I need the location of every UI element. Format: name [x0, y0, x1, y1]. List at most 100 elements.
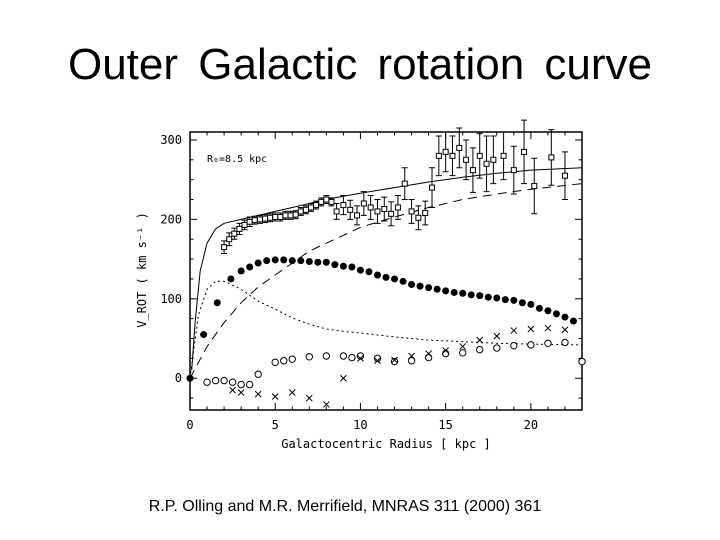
y-tick-label: 100 [160, 292, 182, 306]
disk-star-point [561, 313, 569, 321]
disk-star-point [450, 288, 458, 296]
gas-cross-point [237, 389, 245, 396]
disk-star-point [348, 263, 356, 271]
observed-point [251, 217, 258, 224]
disk-star-point [391, 275, 399, 283]
plot-frame [189, 131, 583, 411]
disk-star-point [271, 256, 279, 264]
gas-circle-point [544, 339, 552, 347]
disk-star-point [254, 259, 262, 267]
observed-point [521, 148, 528, 155]
observed-point [456, 144, 463, 151]
gas-cross-point [510, 327, 518, 334]
y-axis-label: V_ROT ( km s⁻¹ ) [135, 212, 149, 328]
disk-star-point [227, 275, 235, 283]
observed-point [297, 208, 304, 215]
gas-circle-point [373, 354, 382, 363]
gas-cross-point [527, 325, 535, 333]
gas-cross-point [254, 390, 262, 398]
solar-radius-annotation: R₀=8.5 kpc [207, 154, 267, 165]
model-curves [189, 167, 583, 379]
observed-point [463, 156, 470, 163]
gas-circle-point [510, 341, 518, 350]
observed-point [277, 213, 284, 220]
observed-point [394, 204, 401, 211]
y-tick-label: 200 [160, 212, 182, 226]
gas-cross-point [459, 343, 467, 350]
gas-cross-point [476, 336, 484, 344]
observed-point [561, 172, 568, 179]
observed-point [340, 202, 347, 209]
gas-circle-point [305, 353, 314, 361]
observed-point [483, 160, 490, 167]
observed-point [308, 204, 315, 211]
observed-point [500, 152, 507, 159]
observed-point [272, 213, 279, 220]
disk-star-point [246, 263, 254, 271]
observed-point [256, 216, 263, 223]
gas-cross-point [229, 386, 236, 394]
disk-star-point [569, 317, 577, 325]
observed-point [347, 206, 354, 213]
observed-point [449, 152, 456, 159]
x-tick-label: 15 [438, 418, 452, 432]
disk-star-point [544, 307, 552, 315]
disk-star-point [314, 258, 322, 266]
gas-cross-point [391, 356, 398, 364]
disk-star-point [552, 310, 560, 318]
disk-star-point [297, 257, 305, 265]
observed-point [381, 206, 388, 213]
observed-point [267, 214, 274, 221]
observed-point [435, 152, 442, 159]
disk-star-point [382, 273, 390, 281]
disk-star-point [425, 284, 433, 292]
citation: R.P. Olling and M.R. Merrifield, MNRAS 3… [148, 498, 542, 515]
gas-circle-point [228, 378, 237, 386]
gas-cross-point [493, 332, 501, 340]
gas-cross-point [408, 352, 415, 360]
observed-point [388, 210, 395, 217]
gas-circle-point [441, 349, 450, 358]
disk-star-point [263, 257, 271, 265]
gas-cross-point [288, 389, 296, 396]
observed-point [360, 200, 367, 207]
gas-circle-point [339, 352, 348, 360]
gas-circle-point [220, 376, 228, 385]
disk-star-point [213, 299, 221, 307]
bulge-model-line [189, 280, 583, 379]
gas-circle-point [561, 338, 569, 347]
disk-star-point [373, 271, 381, 279]
observed-point [510, 167, 517, 174]
gas-circle-point [527, 341, 535, 349]
gas-circle-point [288, 355, 296, 363]
observed-point [354, 212, 361, 219]
observed-point [236, 225, 243, 232]
gas-cross-point [561, 326, 569, 334]
observed-point [226, 236, 233, 243]
observed-point [287, 212, 294, 219]
observed-point [548, 154, 555, 161]
disk-star-point [280, 256, 288, 264]
observed-point [302, 206, 309, 213]
gas-cross-point [305, 394, 313, 402]
x-tick-label: 0 [186, 418, 193, 432]
observed-point [401, 180, 408, 187]
observed-point [442, 148, 449, 155]
disk-star-point [186, 374, 194, 382]
disk-star-point [467, 291, 475, 299]
gas-cross-point [271, 393, 279, 400]
gas-circle-point [237, 380, 245, 389]
gas-cross-point [374, 357, 381, 365]
gas-cross-point [322, 401, 330, 408]
x-tick-label: 20 [524, 418, 538, 432]
gas-circle-point [245, 380, 254, 389]
observed-point [429, 184, 436, 191]
slide-title: Outer Galactic rotation curve [67, 40, 652, 89]
disk-star-point [408, 281, 416, 289]
gas-circle-point [476, 345, 484, 354]
disk-star-point [305, 257, 313, 265]
gas-circle-point [322, 352, 331, 360]
observed-point [367, 204, 374, 211]
